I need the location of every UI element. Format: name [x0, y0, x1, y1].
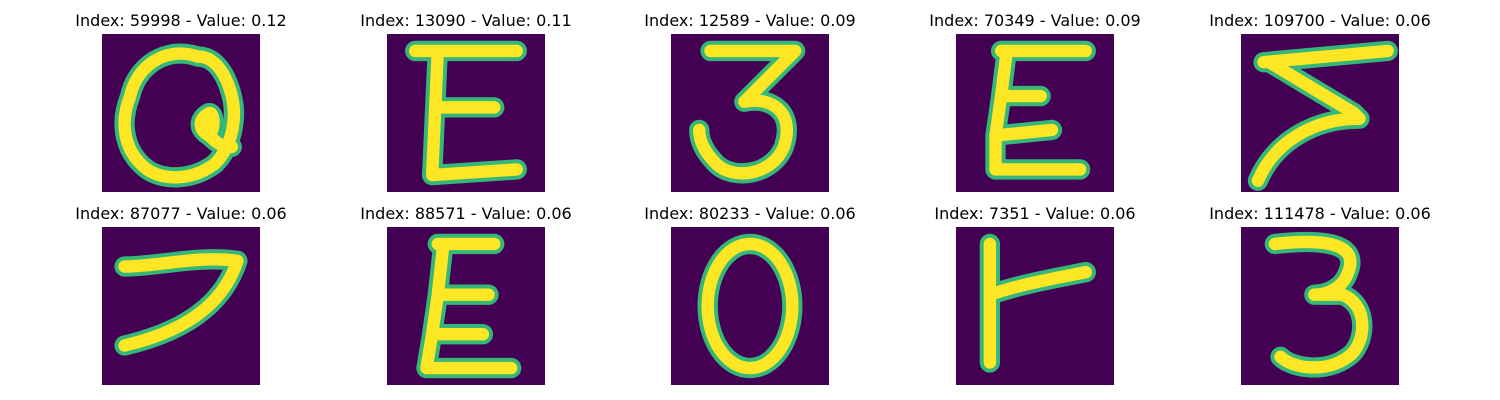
glyph-stroke-core	[118, 253, 244, 352]
panel-title: Index: 109700 - Value: 0.06	[1209, 11, 1431, 30]
panel-title: Index: 87077 - Value: 0.06	[75, 204, 287, 223]
glyph-stroke-core	[420, 237, 518, 375]
digit-image	[387, 34, 545, 192]
digit-image	[671, 227, 829, 385]
digit-image	[671, 34, 829, 192]
glyph-stroke-core	[409, 44, 523, 182]
digit-image	[102, 227, 260, 385]
digit-image	[956, 34, 1114, 192]
panel-title: Index: 88571 - Value: 0.06	[360, 204, 572, 223]
digit-image	[1241, 34, 1399, 192]
glyph-stroke-core	[1268, 235, 1369, 374]
glyph-stroke-core	[983, 237, 1092, 369]
digit-image	[1241, 227, 1399, 385]
panel-title: Index: 59998 - Value: 0.12	[75, 11, 287, 30]
glyph-stroke-core	[701, 237, 799, 375]
glyph-stroke-core	[1251, 44, 1394, 187]
digit-image	[102, 34, 260, 192]
panel-title: Index: 13090 - Value: 0.11	[360, 11, 572, 30]
panel-title: Index: 70349 - Value: 0.09	[929, 11, 1141, 30]
glyph-stroke-core	[118, 47, 241, 184]
digit-image	[956, 227, 1114, 385]
panel-title: Index: 111478 - Value: 0.06	[1209, 204, 1431, 223]
panel-title: Index: 12589 - Value: 0.09	[644, 11, 856, 30]
digit-image	[387, 227, 545, 385]
glyph-stroke-core	[989, 44, 1092, 176]
glyph-stroke-core	[693, 44, 802, 180]
panel-title: Index: 80233 - Value: 0.06	[644, 204, 856, 223]
panel-title: Index: 7351 - Value: 0.06	[934, 204, 1136, 223]
